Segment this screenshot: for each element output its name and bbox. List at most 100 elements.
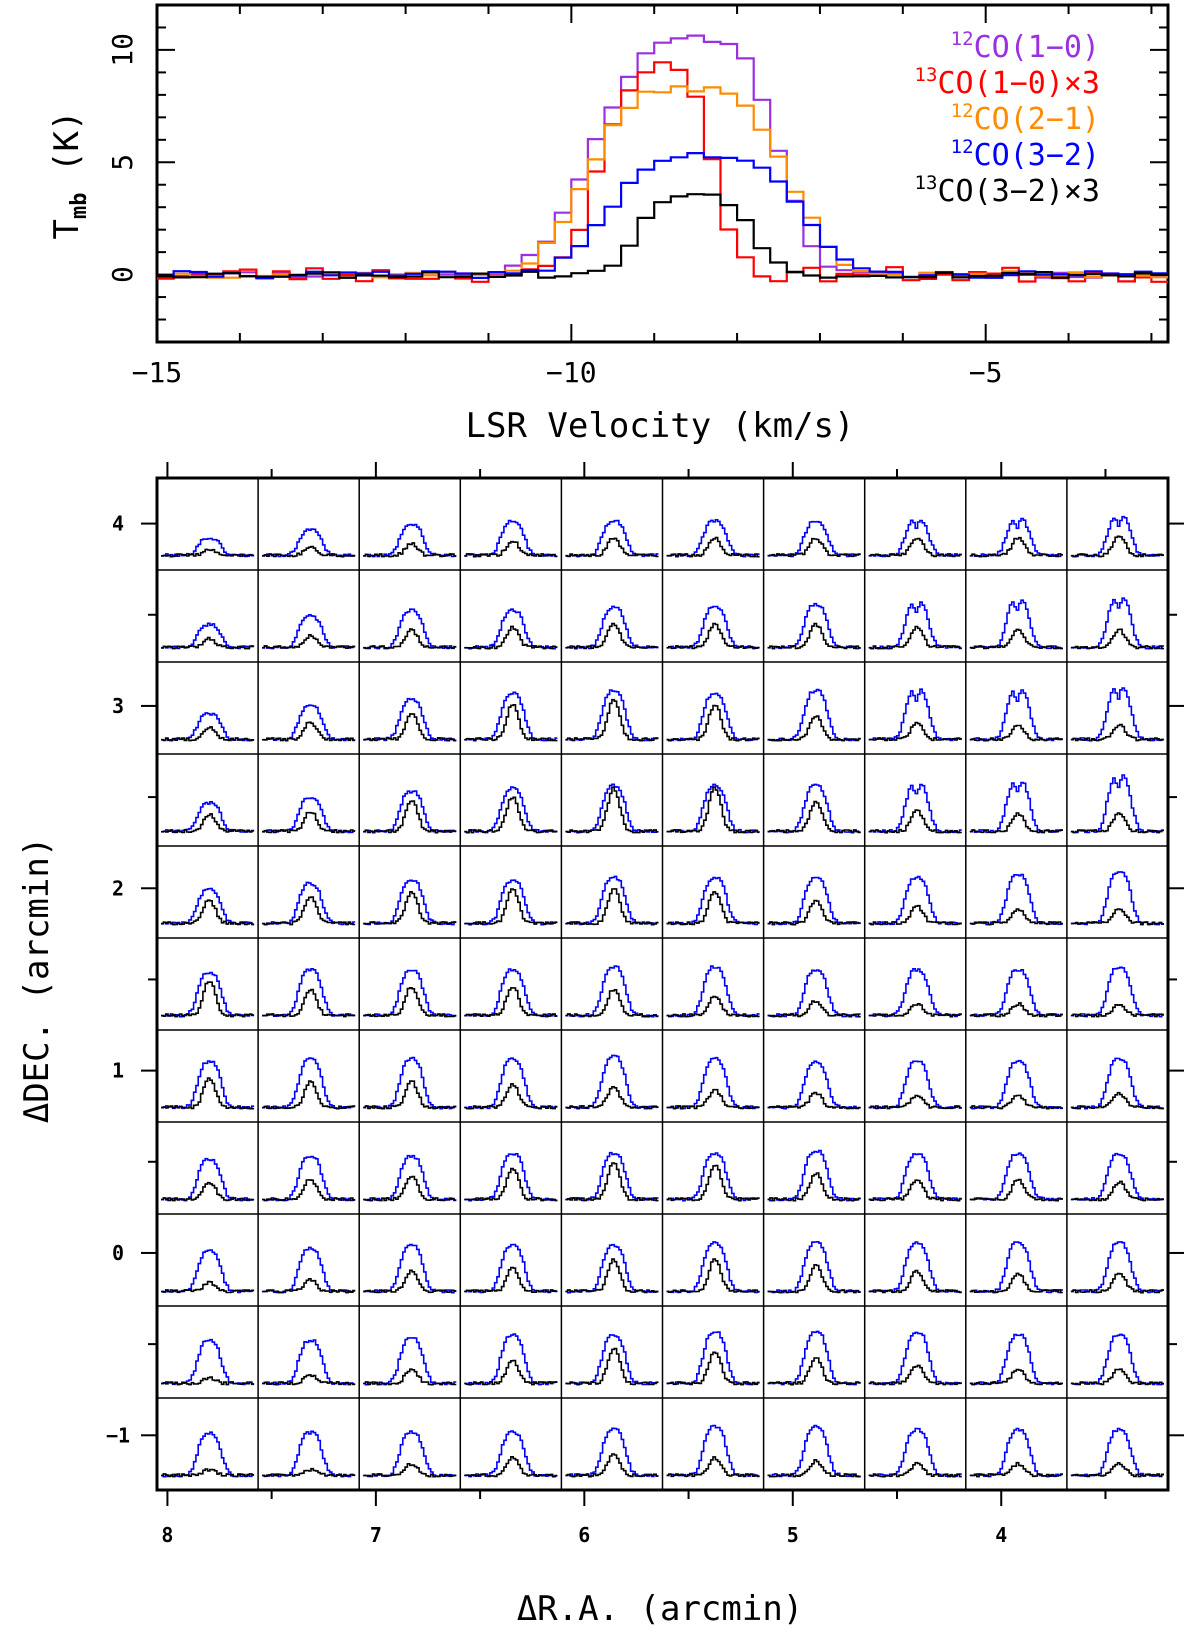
grid-cell xyxy=(565,519,659,558)
grid-spectrum-13co xyxy=(464,1456,558,1478)
grid-spectrum-13co xyxy=(666,1258,760,1293)
grid-spectrum-13co xyxy=(262,634,356,649)
grid-cell xyxy=(969,1333,1063,1386)
grid-cell xyxy=(1070,1427,1164,1478)
grid-cell xyxy=(363,790,457,834)
grid-spectrum-12co xyxy=(464,968,558,1018)
grid-cell xyxy=(565,965,659,1018)
top-y-axis-label: Tmb (K) xyxy=(47,111,92,240)
grid-spectrum-13co xyxy=(868,904,962,926)
top-y-tick-label: 0 xyxy=(106,266,139,283)
grid-spectrum-13co xyxy=(565,1453,659,1478)
top-y-axis-label-sub: mb xyxy=(67,192,92,219)
grid-cell xyxy=(969,1059,1063,1110)
grid-spectrum-12co xyxy=(868,783,962,834)
grid-spectrum-12co xyxy=(969,1059,1063,1110)
grid-spectrum-13co xyxy=(161,981,255,1018)
grid-spectrum-13co xyxy=(767,1459,861,1478)
grid-spectrum-13co xyxy=(363,1080,457,1110)
grid-cell xyxy=(767,1330,861,1386)
grid-spectrum-12co xyxy=(565,605,659,650)
grid-spectrum-13co xyxy=(464,888,558,926)
grid-spectrum-13co xyxy=(666,1164,760,1202)
grid-spectrum-12co xyxy=(969,599,1063,650)
grid-spectrum-13co xyxy=(565,1258,659,1294)
grid-cell xyxy=(363,608,457,650)
grid-spectrum-13co xyxy=(363,1269,457,1294)
grid-cell xyxy=(1070,597,1164,650)
grid-y-tick-label: 0 xyxy=(112,1241,124,1265)
grid-spectrum-12co xyxy=(969,969,1063,1018)
grid-cell xyxy=(262,1430,356,1478)
grid-cell xyxy=(565,783,659,834)
grid-spectrum-12co xyxy=(1070,774,1164,834)
grid-x-tick-label: 6 xyxy=(578,1523,590,1547)
grid-spectrum-13co xyxy=(767,800,861,834)
grid-spectrum-13co xyxy=(767,1264,861,1294)
legend-entry-label: CO(3−2)×3 xyxy=(937,174,1100,209)
legend-entry: 12CO(3−2) xyxy=(951,136,1100,173)
grid-cell xyxy=(363,1154,457,1202)
grid-spectrum-12co xyxy=(363,790,457,834)
grid-spectrum-12co xyxy=(464,1333,558,1386)
grid-spectrum-13co xyxy=(565,989,659,1018)
grid-cell xyxy=(767,783,861,834)
legend-entry-isotope: 12 xyxy=(951,100,974,122)
grid-cell xyxy=(363,523,457,558)
grid-cell xyxy=(161,887,255,926)
top-series-line xyxy=(157,152,1168,279)
grid-spectrum-13co xyxy=(868,809,962,834)
grid-cell xyxy=(464,1430,558,1478)
grid-cell xyxy=(565,1151,659,1202)
grid-spectrum-13co xyxy=(767,1357,861,1386)
grid-cell xyxy=(565,1427,659,1478)
grid-spectrum-13co xyxy=(666,536,760,558)
grid-spectrum-12co xyxy=(1070,1427,1164,1477)
grid-spectrum-13co xyxy=(565,1086,659,1110)
grid-spectrum-13co xyxy=(969,1368,1063,1386)
grid-spectrum-12co xyxy=(161,1249,255,1294)
grid-spectrum-13co xyxy=(868,537,962,558)
grid-spectrum-13co xyxy=(464,1167,558,1202)
grid-spectrum-12co xyxy=(363,697,457,742)
grid-spectrum-13co xyxy=(1070,1272,1164,1294)
grid-spectrum-12co xyxy=(565,1334,659,1386)
grid-spectrum-13co xyxy=(868,1269,962,1294)
grid-spectrum-13co xyxy=(868,1179,962,1202)
grid-spectrum-12co xyxy=(1070,597,1164,650)
grid-spectrum-12co xyxy=(868,875,962,926)
grid-spectrum-13co xyxy=(868,1094,962,1110)
grid-cell xyxy=(1070,1333,1164,1386)
grid-cell xyxy=(161,1431,255,1478)
grid-cell xyxy=(363,1337,457,1386)
grid-spectrum-13co xyxy=(767,715,861,742)
grid-cell xyxy=(1070,774,1164,834)
grid-cell xyxy=(464,786,558,834)
grid-spectrum-13co xyxy=(262,811,356,834)
grid-spectrum-13co xyxy=(464,1359,558,1386)
grid-spectrum-12co xyxy=(161,1157,255,1202)
top-x-tick-label: −15 xyxy=(132,356,183,389)
grid-cell xyxy=(464,1333,558,1386)
grid-spectrum-12co xyxy=(666,1424,760,1478)
grid-spectrum-13co xyxy=(1070,908,1164,926)
grid-cell xyxy=(1070,687,1164,742)
top-plot-frame xyxy=(155,3,1170,344)
grid-spectrum-13co xyxy=(1070,1004,1164,1018)
grid-spectrum-12co xyxy=(868,1060,962,1110)
legend-entry-isotope: 12 xyxy=(951,28,974,50)
grid-spectrum-13co xyxy=(363,1368,457,1386)
grid-spectrum-12co xyxy=(565,875,659,926)
grid-spectrum-13co xyxy=(363,800,457,834)
grid-spectrum-13co xyxy=(1070,1091,1164,1110)
grid-spectrum-12co xyxy=(969,1152,1063,1202)
grid-spectrum-13co xyxy=(767,1091,861,1110)
grid-cell xyxy=(363,879,457,926)
grid-spectrum-13co xyxy=(161,1376,255,1386)
grid-spectrum-13co xyxy=(161,899,255,926)
grid-spectrum-13co xyxy=(161,726,255,742)
grid-spectrum-13co xyxy=(464,625,558,650)
grid-spectrum-13co xyxy=(1070,535,1164,558)
grid-spectrum-12co xyxy=(262,614,356,650)
top-ticks: −15 −10 −5 0 5 10 xyxy=(106,4,1168,389)
